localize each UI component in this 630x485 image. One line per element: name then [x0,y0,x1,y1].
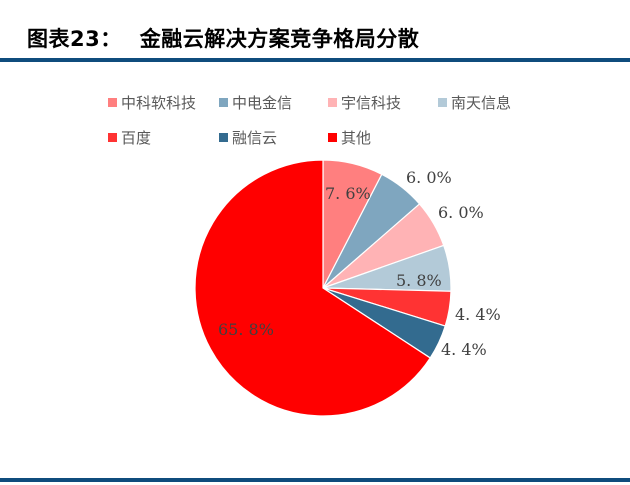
legend-item: 其他 [328,127,371,148]
slice-value-label: 6. 0% [438,203,484,222]
slice-value-label: 4. 4% [441,340,487,359]
legend-item: 中电金信 [219,92,292,113]
legend-item: 南天信息 [438,92,511,113]
legend-item: 融信云 [219,127,277,148]
legend-item: 宇信科技 [328,92,401,113]
legend-item: 百度 [108,127,151,148]
pie-labels: 7. 6% 6. 0% 6. 0% 5. 8% 4. 4% 4. 4% 65. 8% [218,168,501,359]
figure-caption: 金融云解决方案竞争格局分散 [139,27,420,51]
top-divider [0,58,630,62]
legend-swatch-icon [108,133,117,142]
slice-value-label: 4. 4% [455,305,501,324]
pie-slice [194,159,432,417]
legend-swatch-icon [328,98,337,107]
slice-value-label: 5. 8% [396,271,442,290]
legend-swatch-icon [328,133,337,142]
slice-value-label: 6. 0% [406,168,452,187]
legend-item: 中科软科技 [108,92,196,113]
figure-number: 图表23： [27,27,122,51]
bottom-divider [0,478,630,482]
slice-value-label: 65. 8% [218,320,274,339]
legend-swatch-icon [219,98,228,107]
pie-slices [194,159,452,417]
figure-title: 图表23： 金融云解决方案竞争格局分散 [27,23,419,53]
legend-swatch-icon [438,98,447,107]
legend-swatch-icon [108,98,117,107]
slice-value-label: 7. 6% [325,184,371,203]
legend-swatch-icon [219,133,228,142]
